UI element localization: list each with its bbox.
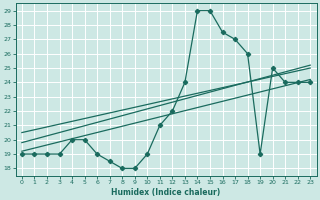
X-axis label: Humidex (Indice chaleur): Humidex (Indice chaleur): [111, 188, 221, 197]
